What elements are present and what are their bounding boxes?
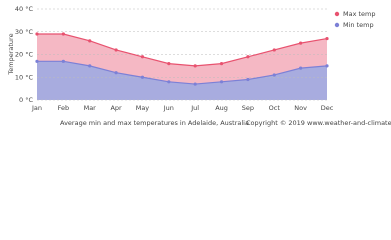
x-tick-label: Feb	[58, 104, 70, 112]
x-tick-label: Jun	[163, 104, 174, 112]
marker	[193, 82, 197, 86]
y-tick-label: 20 °C	[15, 51, 34, 59]
marker	[193, 64, 197, 68]
marker	[114, 71, 118, 75]
marker	[61, 32, 65, 36]
y-axis-label: Temperature	[7, 33, 15, 75]
x-tick-label: Jul	[190, 104, 199, 112]
legend-label: Min temp	[343, 21, 374, 29]
x-tick-label: Apr	[110, 104, 122, 112]
x-tick-label: Mar	[84, 104, 97, 112]
y-tick-label: 10 °C	[15, 73, 34, 81]
x-tick-label: Sep	[242, 104, 254, 112]
line	[37, 33, 328, 67]
marker	[325, 64, 329, 68]
max-area	[37, 34, 327, 85]
x-tick-label: Jan	[31, 104, 42, 112]
legend-label: Max temp	[343, 10, 376, 18]
marker	[167, 80, 171, 84]
marker	[88, 64, 92, 68]
marker	[219, 80, 224, 84]
marker	[140, 75, 145, 79]
marker	[140, 55, 145, 59]
marker	[167, 62, 171, 66]
x-tick-label: Dec	[321, 104, 334, 112]
chart: Temperature Average min and max temperat…	[7, 5, 391, 127]
legend-marker	[334, 11, 340, 17]
marker	[272, 48, 276, 52]
marker	[219, 62, 224, 66]
marker	[35, 32, 39, 36]
marker	[35, 59, 39, 63]
x-tick-label: Nov	[294, 104, 307, 112]
y-tick-label: 30 °C	[15, 28, 34, 36]
line	[37, 60, 328, 85]
legend-marker	[334, 22, 340, 28]
marker	[299, 66, 303, 70]
source: Copyright © 2019 www.weather-and-climate…	[246, 119, 391, 127]
x-tick-label: Oct	[269, 104, 281, 112]
x-tick-label: Aug	[215, 104, 228, 112]
x-tick-label: May	[136, 104, 150, 112]
y-tick-label: 40 °C	[15, 5, 34, 13]
chart-title: Average min and max temperatures in Adel…	[60, 119, 249, 127]
marker	[88, 39, 92, 43]
marker	[325, 36, 329, 41]
marker	[246, 77, 250, 82]
marker	[246, 55, 250, 59]
marker	[114, 48, 118, 52]
marker	[61, 59, 65, 63]
marker	[299, 41, 303, 45]
y-tick-label: 0 °C	[19, 96, 33, 104]
marker	[272, 73, 276, 77]
